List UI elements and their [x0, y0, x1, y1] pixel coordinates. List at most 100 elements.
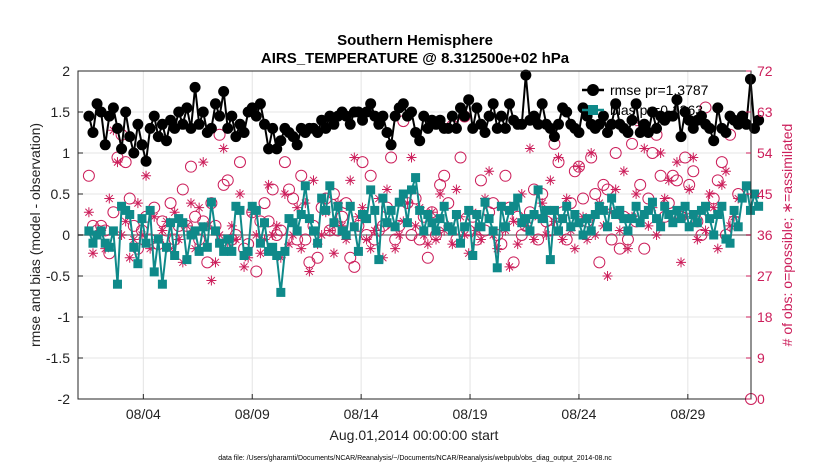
bias-point: [288, 218, 298, 228]
rmse-point: [732, 118, 744, 130]
obs-assimilated-point: [357, 202, 368, 213]
rmse-point: [712, 102, 724, 114]
bias-point: [149, 267, 159, 277]
rmse-point: [267, 122, 279, 134]
obs-assimilated-point: [218, 143, 229, 154]
bias-point: [210, 226, 220, 236]
obs-assimilated-point: [304, 266, 315, 277]
bias-point: [329, 218, 339, 228]
obs-assimilated-point: [708, 202, 719, 213]
bias-point: [272, 251, 282, 260]
rmse-point: [222, 122, 234, 134]
bias-point: [484, 214, 494, 224]
bias-point: [513, 193, 523, 203]
rmse-point: [487, 98, 499, 110]
bias-point: [439, 201, 449, 211]
chart-title: Southern Hemisphere: [337, 32, 493, 49]
rmse-point: [548, 131, 560, 143]
obs-assimilated-point: [365, 243, 376, 254]
bias-point: [178, 218, 188, 228]
bias-point: [296, 210, 306, 219]
obs-assimilated-point: [136, 230, 147, 240]
bias-point: [488, 226, 498, 236]
obs-possible-point: [687, 165, 700, 178]
bias-point: [537, 214, 547, 224]
obs-assimilated-point: [328, 248, 339, 259]
obs-assimilated-point: [573, 161, 584, 172]
obs-possible-point: [568, 165, 581, 178]
rmse-point: [736, 110, 748, 122]
obs-possible-point: [213, 128, 226, 141]
bias-point: [84, 226, 94, 236]
obs-possible-point: [82, 169, 95, 182]
obs-assimilated-point: [410, 220, 421, 231]
rmse-point: [181, 102, 193, 114]
obs-assimilated-point: [545, 175, 556, 186]
obs-assimilated-point: [149, 211, 160, 222]
bias-point: [598, 205, 608, 215]
bias-point: [427, 218, 437, 228]
bias-point: [353, 246, 363, 256]
obs-possible-point: [164, 197, 177, 210]
rmse-point: [87, 127, 99, 138]
obs-assimilated-point: [700, 225, 711, 236]
rmse-point: [675, 131, 687, 143]
bias-point: [733, 222, 743, 232]
y-tick-label: -2: [58, 391, 71, 407]
obs-possible-point: [266, 183, 279, 196]
rmse-point: [83, 110, 95, 122]
obs-assimilated-point: [279, 189, 290, 199]
obs-assimilated-point: [586, 148, 597, 158]
rmse-point: [193, 118, 205, 130]
rmse-point: [214, 110, 226, 122]
bias-point: [745, 205, 755, 215]
bias-point: [190, 226, 200, 236]
obs-assimilated-point: [83, 207, 94, 218]
rmse-point: [610, 98, 622, 110]
bias-point: [349, 222, 359, 232]
rmse-point: [275, 135, 287, 147]
rmse-point: [132, 118, 144, 130]
rmse-point: [504, 98, 516, 110]
bias-point: [202, 242, 212, 252]
bias-point: [660, 201, 670, 211]
rmse-point: [695, 110, 707, 122]
bias-point: [370, 205, 380, 215]
obs-assimilated-point: [283, 239, 294, 250]
obs-assimilated-point: [422, 239, 433, 250]
obs-assimilated-point: [308, 175, 319, 186]
obs-possible-point: [654, 169, 667, 182]
y2-tick-label: 72: [757, 63, 773, 79]
obs-assimilated-point: [267, 230, 278, 240]
rmse-point: [95, 106, 107, 118]
y2-tick-label: 63: [757, 104, 773, 120]
obs-assimilated-point: [369, 225, 380, 236]
bias-point: [566, 222, 576, 232]
rmse-point: [385, 139, 397, 151]
rmse-point: [258, 118, 270, 130]
bias-point: [423, 210, 433, 219]
bias-point: [374, 255, 384, 265]
obs-assimilated-point: [230, 234, 241, 245]
bias-point: [317, 193, 327, 203]
rmse-point: [177, 118, 189, 130]
rmse-point: [406, 106, 418, 118]
y-axis-label: rmse and bias (model - observation): [27, 123, 43, 347]
rmse-point: [226, 110, 238, 122]
bias-point: [705, 214, 715, 224]
obs-possible-point: [474, 174, 487, 187]
y2-tick-label: 0: [757, 391, 765, 407]
bias-point: [153, 234, 163, 244]
bias-point: [468, 251, 478, 260]
bias-point: [129, 242, 139, 252]
obs-assimilated-point: [341, 234, 352, 245]
obs-possible-point: [278, 156, 291, 169]
rmse-point: [475, 118, 487, 130]
bias-point: [415, 205, 425, 215]
y-tick-label: 0: [62, 227, 70, 243]
bias-point: [603, 222, 613, 232]
obs-assimilated-point: [255, 248, 266, 259]
bias-point: [447, 226, 457, 236]
obs-assimilated-point: [541, 230, 552, 240]
